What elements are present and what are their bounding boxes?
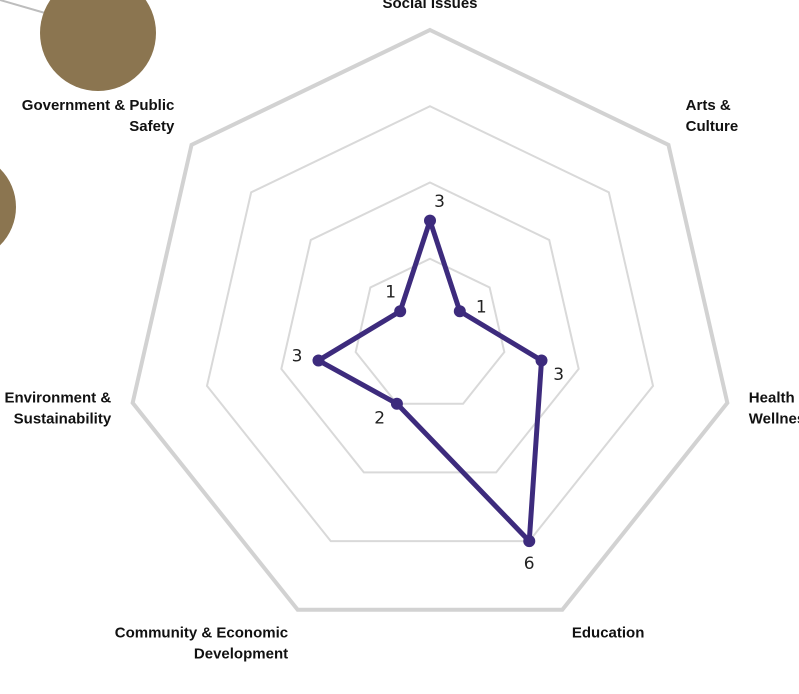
series-line xyxy=(315,218,545,544)
data-point xyxy=(390,397,403,410)
data-point xyxy=(394,305,407,318)
data-point xyxy=(424,214,436,227)
data-label: 2 xyxy=(374,408,385,428)
decor-circle xyxy=(0,168,16,246)
category-labels: Social Issues Arts &Culture Health &Wellne… xyxy=(5,0,799,663)
data-point xyxy=(312,354,325,367)
radar-grid xyxy=(130,27,730,612)
decor-circle xyxy=(40,0,156,91)
series-layer: 3 1 3 6 2 3 1 xyxy=(292,192,564,574)
grid-outer-ring xyxy=(130,27,730,612)
data-label: 3 xyxy=(553,365,564,385)
data-label: 1 xyxy=(476,297,487,317)
category-label: Education xyxy=(572,625,645,642)
category-label: Health &Wellness xyxy=(749,389,799,427)
category-label: Social Issues xyxy=(382,0,477,12)
category-label: Environment & Sustainability xyxy=(5,389,112,427)
data-label: 6 xyxy=(524,554,535,574)
category-label: Arts & Culture xyxy=(686,97,739,135)
grid-ring xyxy=(205,105,655,543)
grid-ring xyxy=(280,181,580,474)
data-label: 1 xyxy=(385,282,396,302)
category-label: Government & Public Safety xyxy=(22,97,175,135)
grid-ring xyxy=(354,257,506,405)
data-point xyxy=(523,535,536,548)
category-label: Community & Economic Development xyxy=(115,625,288,663)
data-point xyxy=(453,305,466,318)
decor-line xyxy=(0,0,53,16)
data-point xyxy=(535,354,548,367)
data-label: 3 xyxy=(434,192,445,212)
decoration-layer xyxy=(0,0,156,246)
data-label: 3 xyxy=(292,347,303,367)
